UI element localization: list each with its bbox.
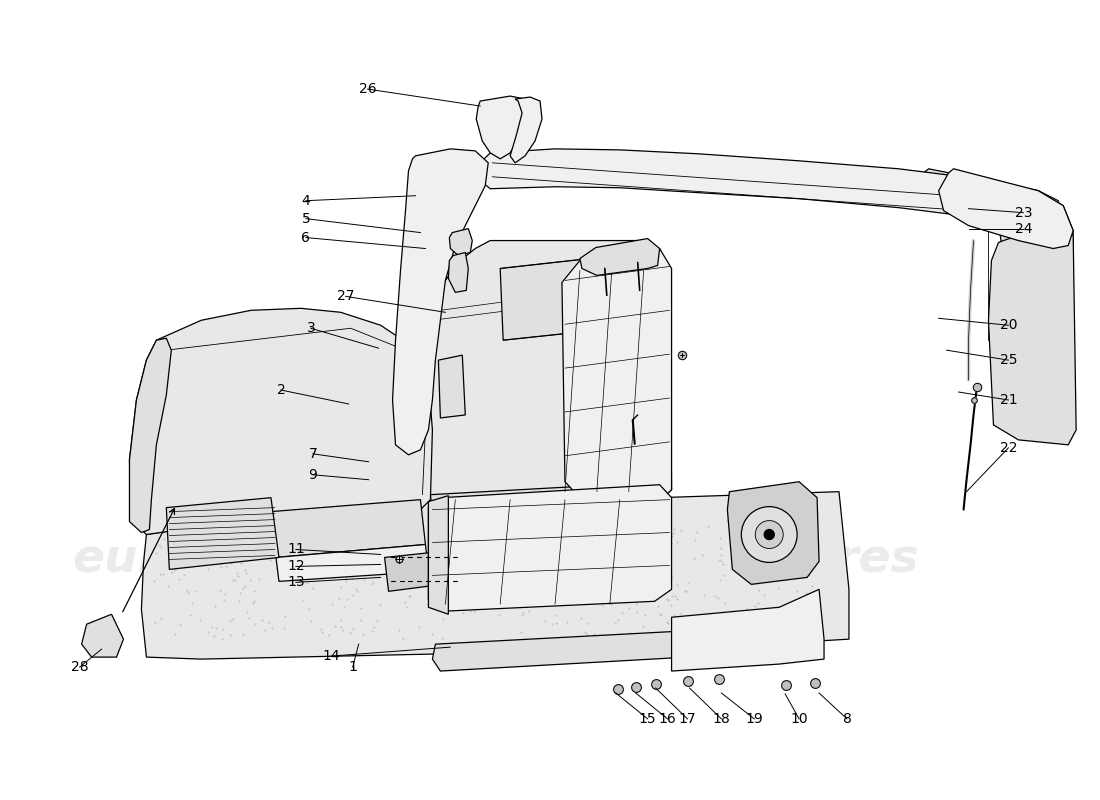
Text: 11: 11 [287, 542, 305, 557]
Text: 1: 1 [349, 660, 358, 674]
Text: 16: 16 [659, 712, 676, 726]
Polygon shape [500, 258, 597, 340]
Polygon shape [385, 550, 465, 591]
Polygon shape [911, 169, 1074, 370]
Text: 5: 5 [301, 212, 310, 226]
Polygon shape [478, 149, 1064, 233]
Polygon shape [450, 229, 472, 255]
Text: 10: 10 [790, 712, 807, 726]
Text: 24: 24 [1014, 222, 1032, 235]
Polygon shape [428, 496, 449, 614]
Text: 7: 7 [308, 447, 317, 461]
Polygon shape [142, 492, 849, 659]
Circle shape [764, 530, 774, 539]
Polygon shape [580, 238, 660, 275]
Text: 17: 17 [679, 712, 696, 726]
Polygon shape [418, 241, 672, 500]
Polygon shape [276, 545, 428, 582]
Text: eurospares: eurospares [72, 537, 371, 582]
Polygon shape [510, 97, 542, 163]
Polygon shape [989, 221, 1076, 445]
Polygon shape [81, 614, 123, 657]
Polygon shape [727, 482, 820, 584]
Text: 28: 28 [70, 660, 88, 674]
Text: eurospares: eurospares [620, 537, 918, 582]
Text: 18: 18 [713, 712, 730, 726]
Polygon shape [430, 485, 615, 542]
Text: 22: 22 [1000, 441, 1018, 455]
Polygon shape [938, 169, 1074, 249]
Text: 23: 23 [1014, 206, 1032, 220]
Text: 20: 20 [1000, 318, 1018, 332]
Polygon shape [130, 338, 172, 533]
Polygon shape [393, 149, 488, 455]
Text: 2: 2 [276, 383, 285, 397]
Circle shape [741, 506, 798, 562]
Polygon shape [672, 590, 824, 671]
Text: 12: 12 [287, 559, 305, 574]
Text: 26: 26 [359, 82, 376, 96]
Polygon shape [439, 355, 465, 418]
Text: 15: 15 [639, 712, 657, 726]
Polygon shape [428, 485, 672, 611]
Text: 25: 25 [1000, 353, 1018, 367]
Text: 21: 21 [1000, 393, 1018, 407]
Polygon shape [562, 249, 672, 502]
Text: 13: 13 [287, 575, 305, 590]
Text: 4: 4 [301, 194, 310, 208]
Text: 14: 14 [322, 649, 340, 663]
Polygon shape [130, 308, 432, 534]
Text: 8: 8 [843, 712, 851, 726]
Circle shape [756, 521, 783, 549]
Text: 19: 19 [746, 712, 763, 726]
Polygon shape [619, 444, 651, 474]
Polygon shape [271, 500, 426, 558]
Polygon shape [476, 96, 528, 159]
Polygon shape [166, 498, 279, 570]
Polygon shape [449, 253, 469, 292]
Text: 9: 9 [308, 468, 317, 482]
Text: 27: 27 [337, 290, 354, 303]
Text: 3: 3 [307, 322, 316, 335]
Polygon shape [432, 631, 688, 671]
Text: 6: 6 [301, 230, 310, 245]
